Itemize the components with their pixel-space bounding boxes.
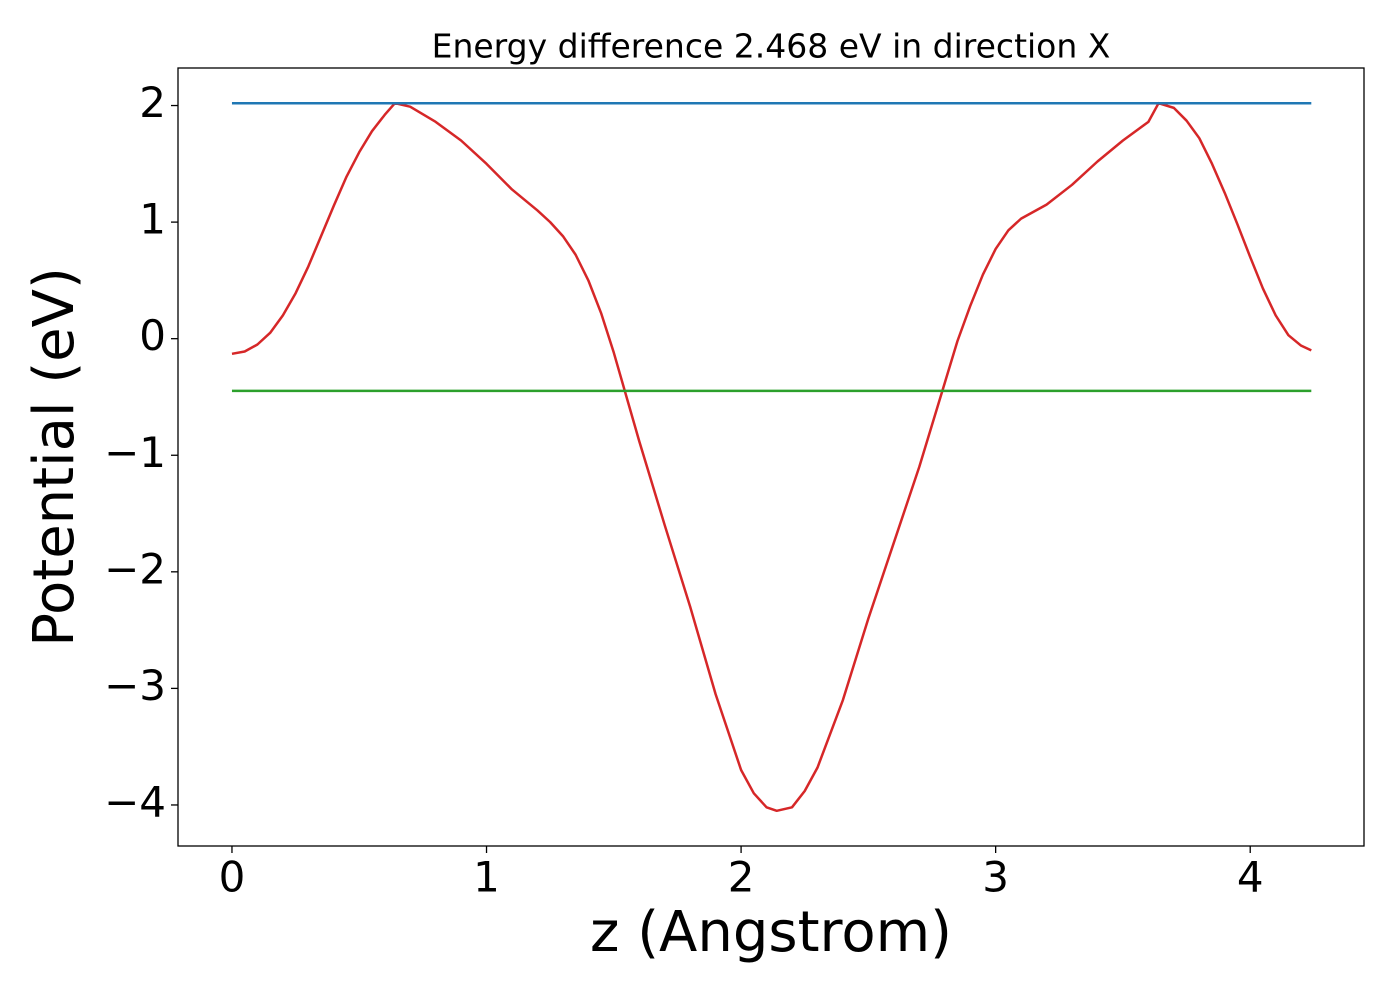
chart-title: Energy difference 2.468 eV in direction …: [432, 27, 1111, 66]
y-tick-label: 2: [139, 78, 166, 127]
y-tick-label: −4: [104, 777, 166, 826]
x-tick-label: 4: [1237, 853, 1264, 902]
x-tick-label: 1: [473, 853, 500, 902]
y-axis-label: Potential (eV): [22, 267, 87, 647]
y-tick-label: −2: [104, 544, 166, 593]
plot-frame: [177, 67, 1365, 847]
y-tick-label: −1: [104, 428, 166, 477]
x-tick-label: 3: [982, 853, 1009, 902]
x-tick-label: 0: [219, 853, 246, 902]
y-tick-label: −3: [104, 661, 166, 710]
y-tick-label: 0: [139, 311, 166, 360]
data-line: [231, 101, 1312, 813]
x-tick-label: 2: [728, 853, 755, 902]
x-axis-label: z (Angstrom): [590, 900, 952, 965]
y-tick-label: 1: [139, 195, 166, 244]
